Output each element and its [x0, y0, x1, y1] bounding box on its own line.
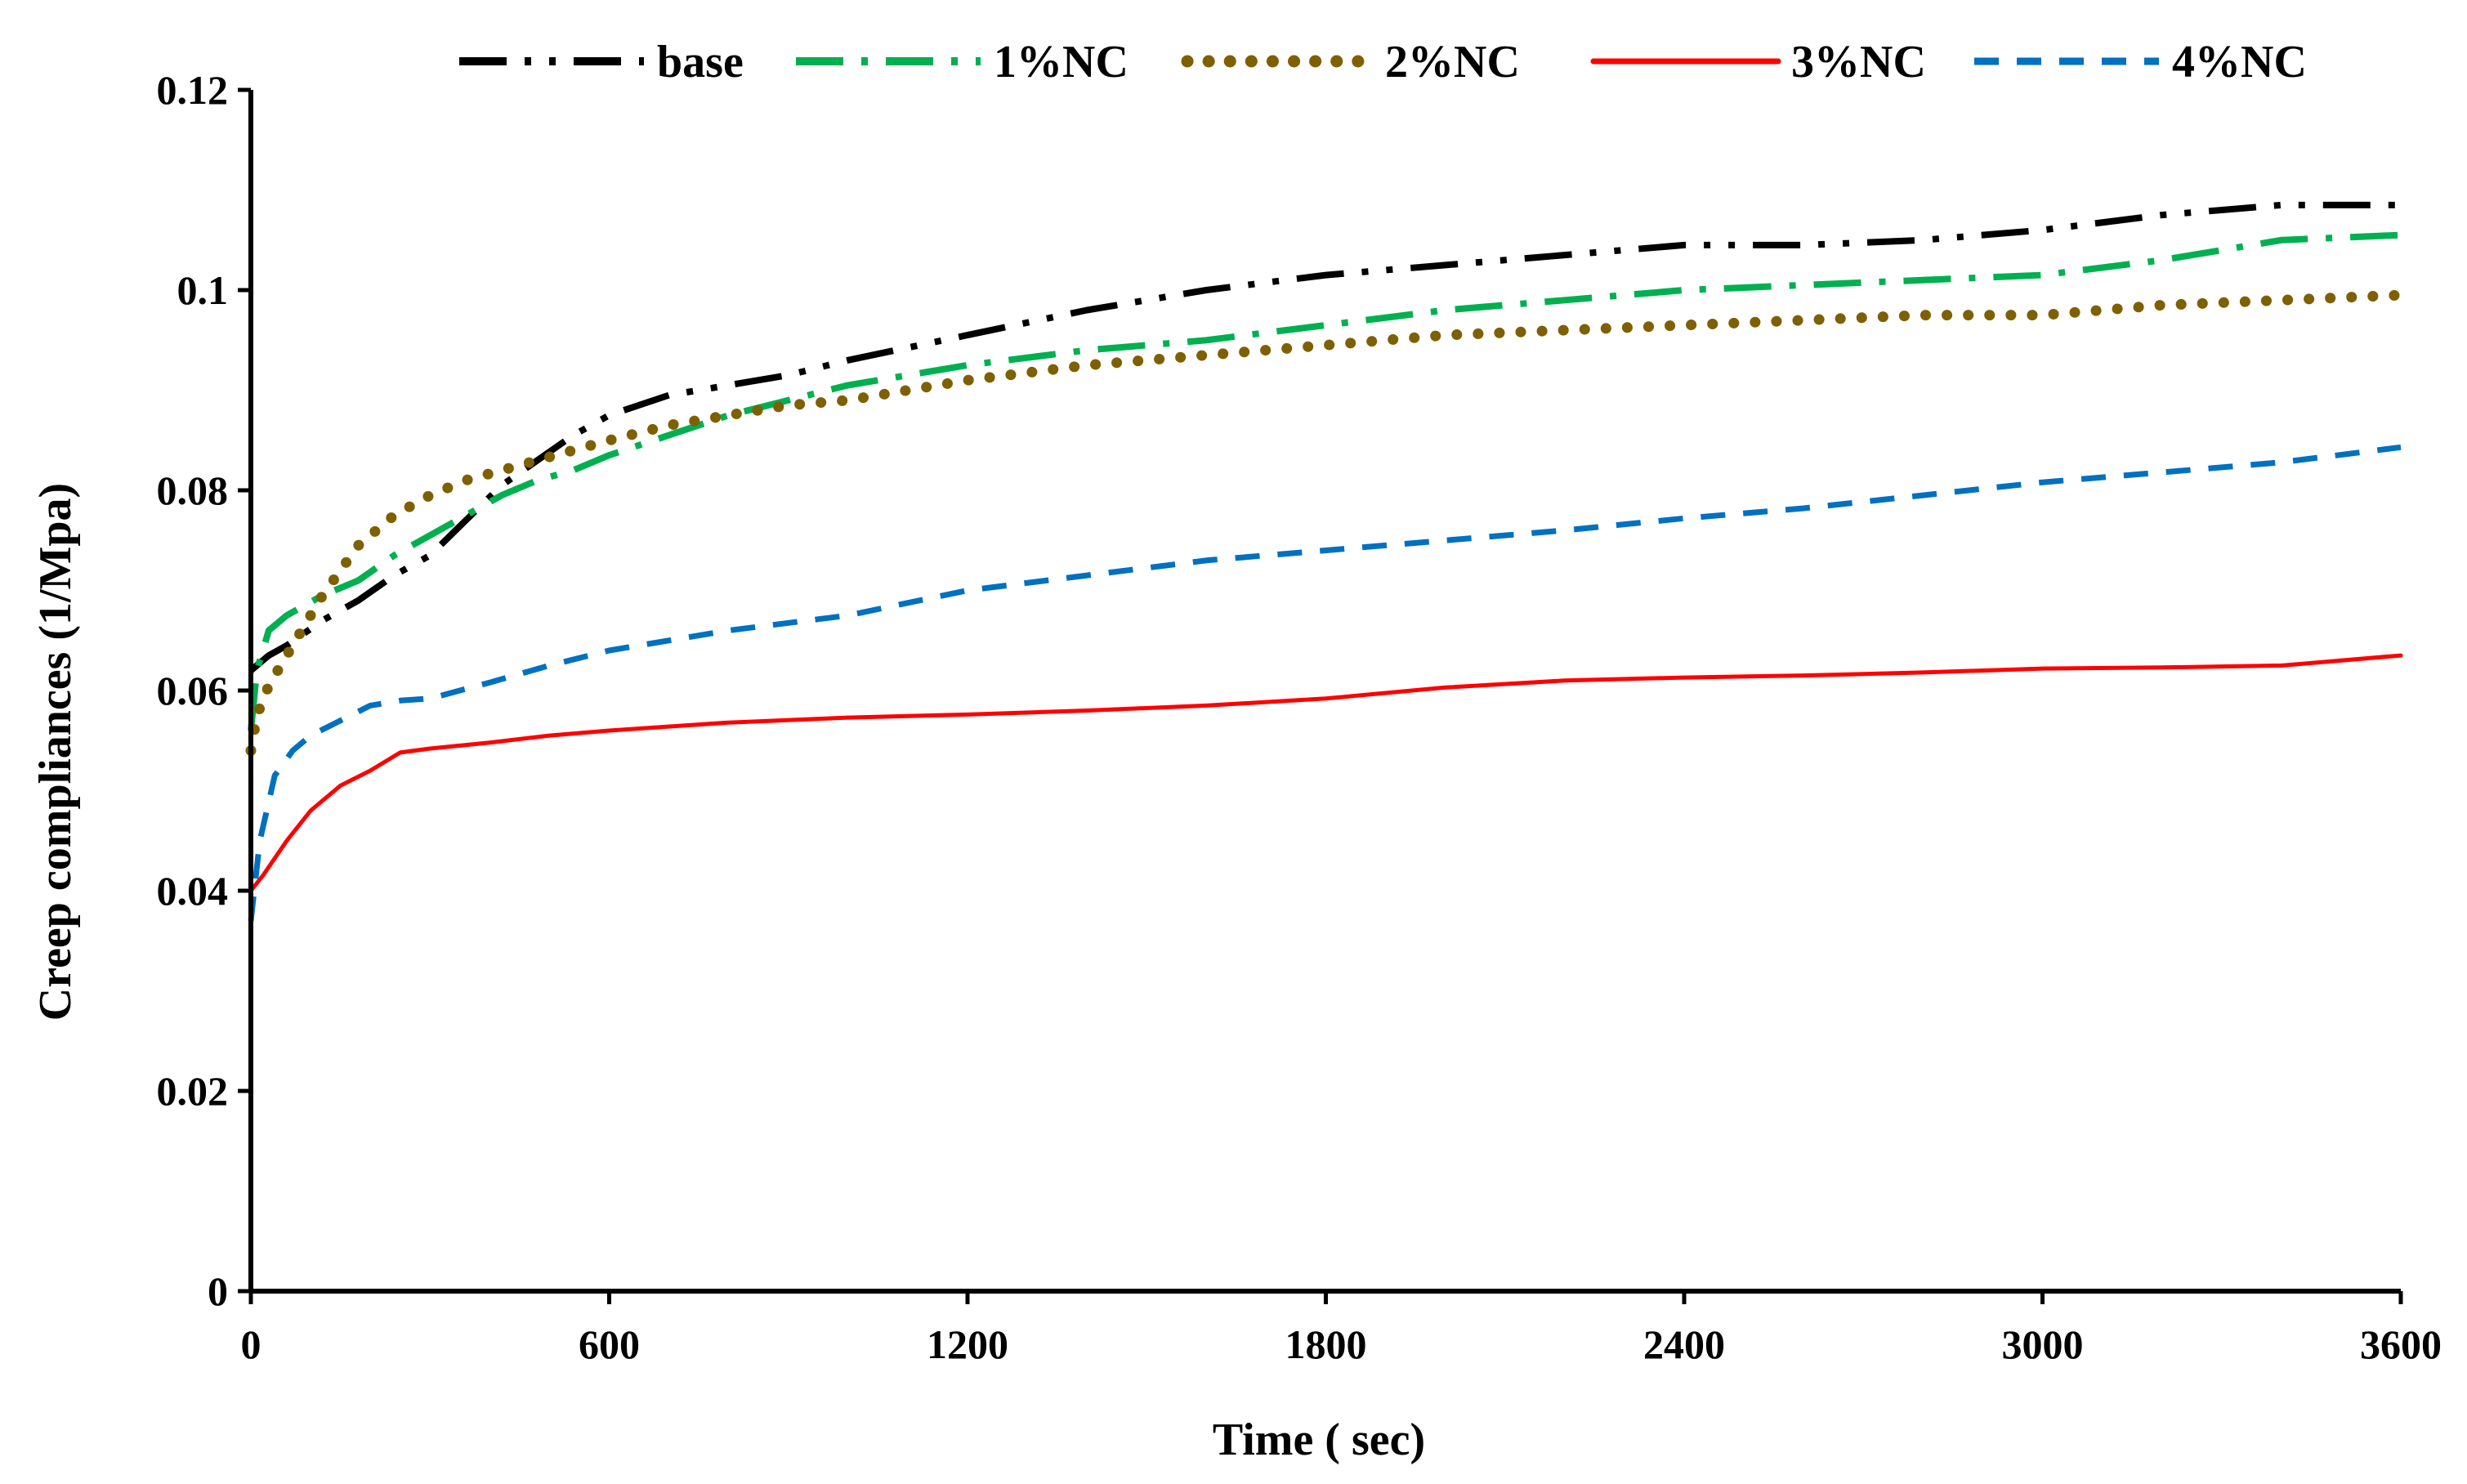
legend-label-4: 4%NC: [2172, 37, 2307, 87]
series-line-2: [245, 289, 2407, 756]
y-tick-label-2: 0.04: [157, 868, 229, 914]
series-layer: [245, 201, 2407, 922]
legend-label-3: 3%NC: [1791, 37, 1926, 87]
y-axis-title: Creep compliances (1/Mpa): [30, 483, 81, 1021]
series-line-4: [248, 444, 2402, 922]
y-tick-label-1: 0.02: [157, 1068, 229, 1114]
y-tick-label-4: 0.08: [157, 467, 229, 513]
x-tick-label-0: 0: [241, 1321, 261, 1367]
x-axis-title: Time ( sec): [1213, 1415, 1425, 1465]
x-tick-label-2: 1200: [927, 1321, 1008, 1367]
legend-label-2: 2%NC: [1385, 37, 1520, 87]
y-tick-label-6: 0.12: [157, 67, 229, 113]
series-line-0: [248, 201, 2401, 673]
legend-label-1: 1%NC: [994, 37, 1128, 87]
y-tick-label-3: 0.06: [157, 668, 229, 713]
legend-label-0: base: [657, 37, 744, 87]
x-tick-label-1: 600: [579, 1321, 640, 1367]
x-tick-label-5: 3000: [2002, 1321, 2084, 1367]
ticks-layer: 0 0.02 0.04 0.06 0.08 0.1 0.12 0 600 1200 1800 2400…: [157, 67, 2442, 1367]
y-tick-label-0: 0: [208, 1268, 228, 1314]
legend: base 1%NC 2%NC 3%NC 4%NC: [459, 37, 2307, 87]
series-line-3: [248, 653, 2403, 893]
y-tick-label-5: 0.1: [177, 267, 229, 313]
x-tick-label-3: 1800: [1285, 1321, 1367, 1367]
x-tick-label-6: 3600: [2360, 1321, 2442, 1367]
x-tick-label-4: 2400: [1643, 1321, 1725, 1367]
